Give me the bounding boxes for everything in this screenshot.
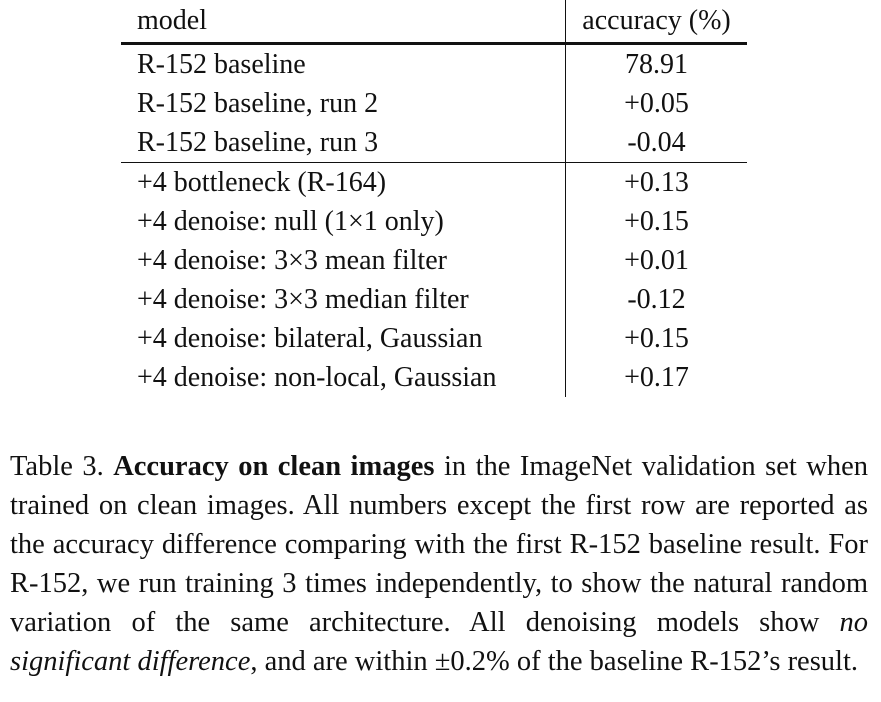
- cell-model: +4 bottleneck (R-164): [137, 167, 387, 198]
- table-row: R-152 baseline, run 2 +0.05: [121, 84, 747, 123]
- table-caption: Table 3. Accuracy on clean images in the…: [10, 447, 868, 681]
- table-row: +4 denoise: bilateral, Gaussian +0.15: [121, 319, 747, 358]
- cell-accuracy: -0.04: [565, 123, 747, 163]
- caption-label: Table 3.: [10, 450, 114, 482]
- caption-text-end: , and are within ±0.2% of the baseline R…: [250, 645, 859, 677]
- table-row: +4 bottleneck (R-164) +0.13: [121, 162, 747, 202]
- table-row: +4 denoise: 3×3 median filter -0.12: [121, 280, 747, 319]
- column-header-model: model: [121, 0, 566, 45]
- cell-model: +4 denoise: non-local, Gaussian: [137, 362, 497, 393]
- cell-accuracy: 78.91: [565, 43, 747, 84]
- caption-text: in the ImageNet validation set when trai…: [10, 450, 868, 638]
- cell-model: R-152 baseline, run 2: [137, 88, 379, 119]
- cell-model: R-152 baseline, run 3: [121, 123, 566, 163]
- cell-model: +4 denoise: bilateral, Gaussian: [137, 323, 483, 354]
- cell-accuracy: +0.15: [565, 319, 747, 358]
- cell-model: +4 denoise: 3×3 median filter: [137, 284, 469, 315]
- table-row: +4 denoise: non-local, Gaussian +0.17: [121, 358, 747, 397]
- table-header-row: model accuracy (%): [121, 0, 747, 45]
- cell-accuracy: +0.13: [565, 162, 747, 202]
- cell-model: +4 denoise: 3×3 mean filter: [137, 245, 447, 276]
- cell-accuracy: +0.05: [565, 84, 747, 123]
- cell-accuracy: +0.15: [565, 202, 747, 241]
- table-row: +4 denoise: 3×3 mean filter +0.01: [121, 241, 747, 280]
- table-row: R-152 baseline, run 3 -0.04: [121, 123, 747, 163]
- cell-model: R-152 baseline: [137, 49, 306, 80]
- cell-accuracy: +0.01: [565, 241, 747, 280]
- table-row: +4 denoise: null (1×1 only) +0.15: [121, 202, 747, 241]
- caption-title: Accuracy on clean images: [113, 450, 435, 482]
- caption-emphasis: no significant difference: [10, 606, 868, 677]
- cell-accuracy: -0.12: [565, 280, 747, 319]
- results-table: model accuracy (%) R-152 baseline 78.91 …: [121, 0, 747, 397]
- cell-model: +4 denoise: null (1×1 only): [137, 206, 444, 237]
- cell-accuracy: +0.17: [565, 358, 747, 397]
- table-row: R-152 baseline 78.91: [121, 43, 747, 84]
- column-header-accuracy: accuracy (%): [565, 0, 747, 45]
